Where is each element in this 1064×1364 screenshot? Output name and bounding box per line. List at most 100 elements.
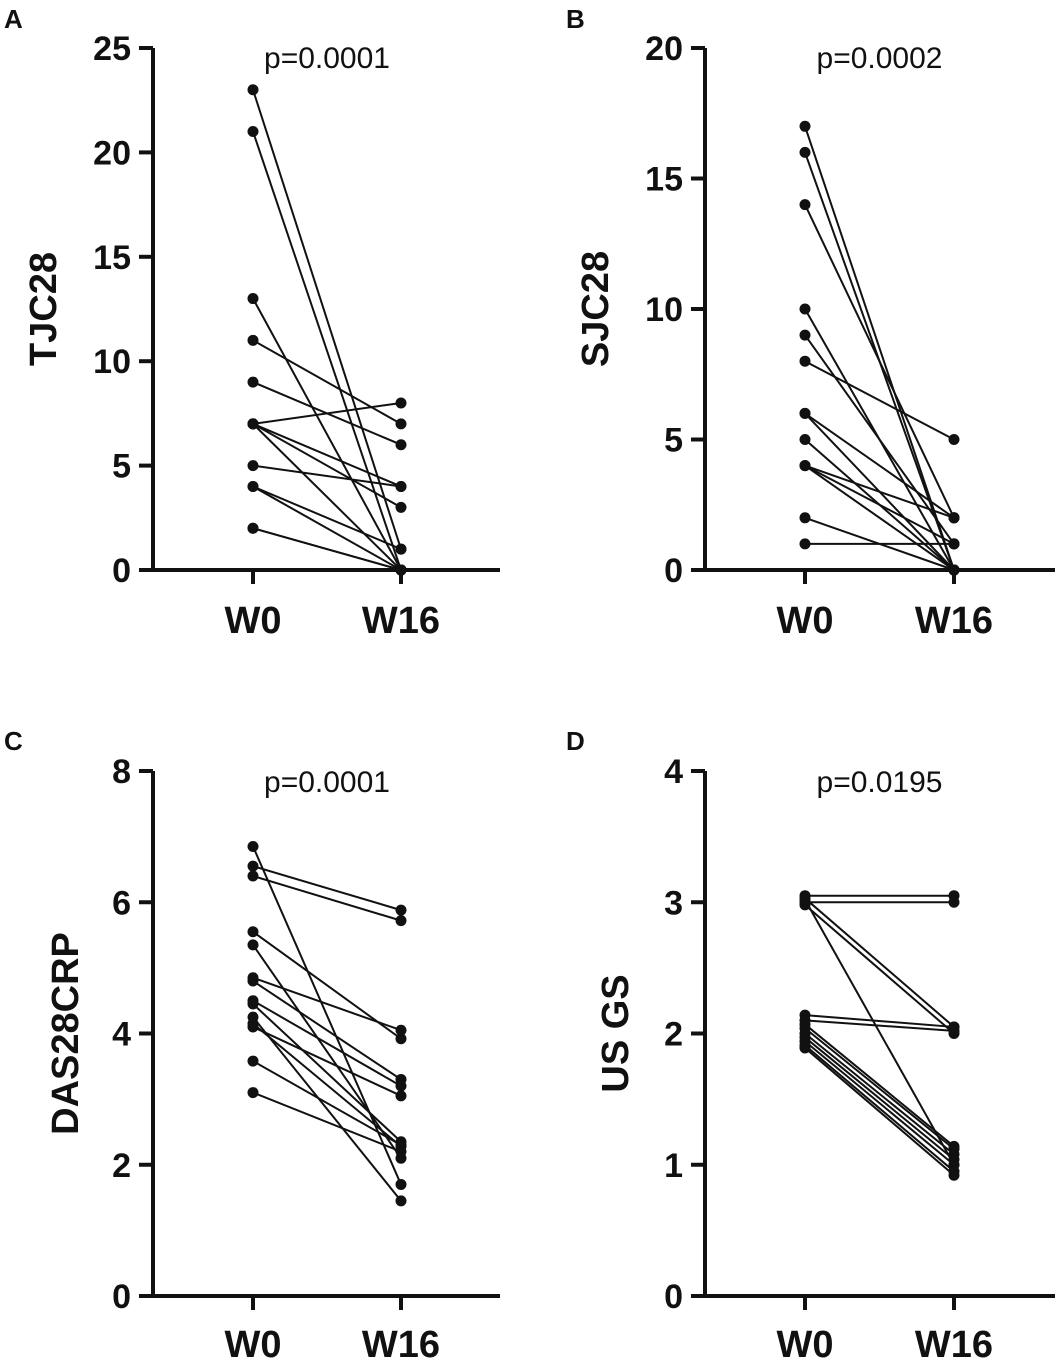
paired-line bbox=[252, 980, 402, 1081]
data-point-w0 bbox=[799, 120, 811, 132]
x-category-label: W0 bbox=[777, 600, 834, 642]
data-point-w16 bbox=[395, 904, 407, 916]
data-point-w0 bbox=[799, 538, 811, 550]
data-point-w0 bbox=[799, 355, 811, 367]
p-value-label: p=0.0002 bbox=[817, 42, 943, 75]
data-point-w0 bbox=[799, 199, 811, 211]
y-tick-label: 3 bbox=[664, 884, 683, 922]
x-category-label: W16 bbox=[362, 1324, 440, 1364]
data-point-w16 bbox=[948, 896, 960, 908]
data-point-w16 bbox=[948, 564, 960, 576]
y-tick-label: 25 bbox=[93, 30, 131, 68]
y-tick-label: 1 bbox=[664, 1147, 683, 1185]
paired-line bbox=[804, 334, 955, 545]
y-tick-label: 20 bbox=[93, 134, 131, 172]
x-category-label: W16 bbox=[915, 600, 993, 642]
paired-line bbox=[804, 464, 955, 545]
paired-line bbox=[252, 846, 402, 1185]
paired-line bbox=[804, 360, 955, 441]
data-point-w0 bbox=[799, 460, 811, 472]
y-axis-label: US GS bbox=[595, 974, 637, 1092]
x-category-label: W0 bbox=[777, 1324, 834, 1364]
y-tick-label: 5 bbox=[112, 448, 131, 486]
panel-letter: D bbox=[566, 726, 585, 756]
data-point-w16 bbox=[395, 1178, 407, 1190]
y-axis-label: TJC28 bbox=[23, 252, 65, 366]
p-value-label: p=0.0001 bbox=[264, 42, 390, 75]
data-point-w0 bbox=[247, 376, 259, 388]
paired-line bbox=[804, 897, 955, 1028]
paired-line bbox=[804, 904, 955, 1035]
paired-line bbox=[804, 204, 955, 519]
data-point-w0 bbox=[247, 84, 259, 96]
data-point-w16 bbox=[395, 915, 407, 927]
data-point-w0 bbox=[799, 407, 811, 419]
data-point-w0 bbox=[247, 1087, 259, 1099]
paired-line bbox=[804, 1019, 955, 1032]
y-tick-label: 0 bbox=[112, 1278, 131, 1316]
x-category-label: W0 bbox=[225, 1324, 282, 1364]
paired-line bbox=[252, 1060, 402, 1146]
paired-line bbox=[252, 875, 402, 922]
paired-line bbox=[252, 298, 402, 571]
paired-line bbox=[804, 1014, 955, 1028]
paired-line bbox=[804, 899, 955, 1166]
paired-line bbox=[804, 1027, 955, 1150]
data-point-w16 bbox=[948, 434, 960, 445]
y-tick-label: 4 bbox=[664, 753, 683, 791]
paired-line bbox=[252, 1026, 402, 1097]
x-category-label: W0 bbox=[225, 600, 282, 642]
paired-line bbox=[252, 1022, 402, 1148]
paired-line bbox=[252, 999, 402, 1087]
data-point-w0 bbox=[247, 998, 259, 1010]
paired-line bbox=[252, 422, 402, 509]
data-point-w0 bbox=[247, 334, 259, 346]
data-point-w0 bbox=[247, 460, 259, 472]
paired-line bbox=[804, 125, 955, 571]
p-value-label: p=0.0001 bbox=[264, 766, 390, 799]
data-point-w16 bbox=[948, 512, 960, 524]
paired-line bbox=[804, 1032, 955, 1156]
data-point-w0 bbox=[247, 418, 259, 430]
data-point-w0 bbox=[247, 840, 259, 852]
paired-line bbox=[804, 1036, 955, 1161]
paired-line bbox=[804, 1023, 955, 1148]
y-tick-label: 15 bbox=[93, 239, 131, 277]
data-point-w0 bbox=[247, 522, 259, 534]
data-point-w0 bbox=[247, 860, 259, 872]
p-value-label: p=0.0195 bbox=[817, 766, 943, 799]
data-point-w16 bbox=[948, 538, 960, 550]
data-point-w16 bbox=[948, 1025, 960, 1037]
data-point-w16 bbox=[395, 397, 407, 409]
data-point-w16 bbox=[395, 1146, 407, 1158]
data-point-w0 bbox=[247, 870, 259, 882]
paired-line bbox=[252, 1016, 402, 1202]
data-point-w16 bbox=[395, 1024, 407, 1036]
paired-line bbox=[252, 422, 402, 488]
y-tick-label: 5 bbox=[664, 422, 683, 460]
y-tick-label: 20 bbox=[645, 30, 683, 68]
y-tick-label: 6 bbox=[112, 884, 131, 922]
paired-line bbox=[252, 464, 402, 488]
data-point-w0 bbox=[247, 126, 259, 138]
panel-letter: A bbox=[4, 4, 23, 34]
paired-line bbox=[252, 865, 402, 912]
data-point-w16 bbox=[395, 1090, 407, 1102]
data-point-w16 bbox=[395, 543, 407, 555]
y-tick-label: 10 bbox=[645, 291, 683, 329]
panel-letter: B bbox=[566, 4, 585, 34]
data-point-w0 bbox=[247, 480, 259, 492]
data-point-w0 bbox=[247, 1055, 259, 1067]
data-point-w16 bbox=[395, 501, 407, 513]
y-axis-label: SJC28 bbox=[575, 251, 617, 367]
data-point-w0 bbox=[799, 1042, 811, 1054]
x-category-label: W16 bbox=[362, 600, 440, 642]
paired-line bbox=[252, 976, 402, 1032]
y-tick-label: 10 bbox=[93, 343, 131, 381]
data-point-w0 bbox=[799, 146, 811, 158]
y-tick-label: 0 bbox=[112, 552, 131, 590]
paired-line bbox=[252, 485, 402, 571]
paired-line bbox=[252, 131, 402, 571]
paired-line bbox=[252, 944, 402, 1159]
